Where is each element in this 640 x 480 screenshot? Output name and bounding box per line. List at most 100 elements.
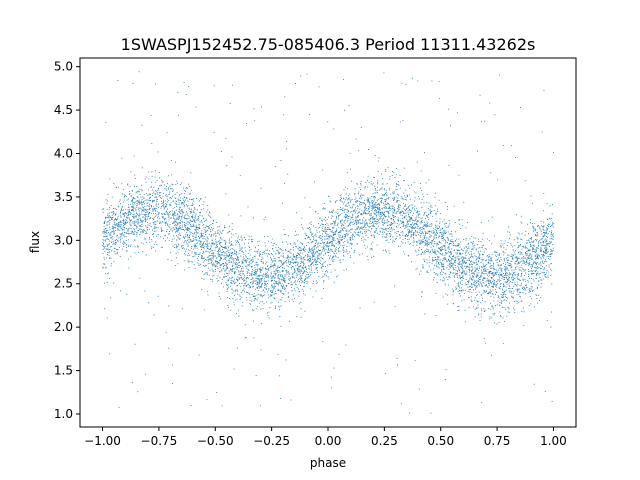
data-point [202, 243, 204, 245]
data-point [342, 245, 344, 247]
data-point [516, 257, 518, 259]
data-point [132, 210, 134, 212]
data-point [518, 262, 519, 264]
data-point [192, 214, 194, 216]
data-point [398, 194, 400, 196]
data-point [526, 242, 528, 244]
data-point [450, 253, 452, 255]
data-point [543, 244, 545, 246]
data-point [303, 259, 305, 261]
data-point [452, 272, 454, 274]
data-point [316, 256, 318, 258]
data-point [506, 281, 508, 283]
data-point [529, 291, 531, 293]
data-point [482, 263, 484, 265]
data-point [226, 263, 227, 265]
data-point [160, 197, 162, 199]
data-point [261, 277, 263, 279]
data-point [503, 286, 504, 288]
data-point [176, 228, 178, 230]
data-point [404, 242, 406, 244]
data-point [338, 246, 340, 248]
data-point [436, 260, 438, 262]
data-point [133, 223, 135, 224]
data-point [445, 252, 447, 254]
data-point [107, 245, 109, 246]
data-point [317, 249, 319, 251]
data-point [243, 257, 245, 259]
data-point [310, 268, 312, 270]
data-point [373, 197, 375, 199]
data-point [481, 266, 483, 268]
data-point [247, 272, 249, 274]
data-point [245, 277, 247, 279]
data-point [149, 241, 151, 243]
data-point [252, 282, 254, 284]
data-point [323, 261, 325, 263]
data-point [160, 184, 162, 186]
data-point [208, 249, 210, 250]
data-point [141, 199, 143, 201]
data-point [521, 239, 523, 240]
data-point [230, 277, 232, 279]
data-point [459, 253, 461, 255]
data-point [277, 270, 279, 272]
data-point [417, 221, 419, 223]
data-point [134, 233, 136, 235]
data-point [149, 218, 151, 220]
data-point [230, 258, 232, 260]
data-point [322, 242, 324, 244]
data-point [239, 238, 241, 240]
data-point [231, 280, 233, 282]
data-point [401, 222, 402, 224]
data-point [404, 198, 406, 200]
data-point [383, 222, 385, 224]
data-point [187, 245, 189, 247]
data-point [106, 208, 108, 210]
data-point [448, 244, 450, 246]
data-point [178, 207, 180, 209]
data-point [414, 220, 415, 222]
data-point [187, 227, 189, 229]
data-point [412, 222, 414, 224]
data-point [546, 236, 548, 238]
data-point [507, 272, 509, 274]
data-point [235, 290, 237, 292]
data-point [379, 209, 381, 211]
data-point [320, 253, 322, 255]
data-point [185, 240, 187, 242]
data-point [155, 213, 156, 215]
data-point [114, 208, 116, 210]
data-point [351, 180, 352, 182]
data-point [396, 189, 398, 191]
data-point [511, 278, 513, 280]
data-point [497, 269, 499, 271]
data-point [406, 218, 408, 220]
data-point [270, 295, 272, 297]
data-point [289, 320, 290, 322]
data-point [343, 203, 344, 205]
data-point [379, 218, 381, 220]
data-point [530, 270, 532, 271]
data-point [228, 260, 230, 262]
data-point [203, 243, 205, 245]
data-point [116, 249, 118, 251]
data-point [458, 238, 460, 240]
data-point [281, 297, 283, 299]
data-point [332, 222, 334, 224]
data-point [212, 265, 214, 267]
data-point [479, 279, 481, 280]
data-point [416, 210, 418, 212]
data-point [194, 221, 196, 223]
data-point [545, 272, 547, 274]
data-point [180, 229, 182, 231]
data-point [264, 242, 266, 244]
data-point [257, 270, 259, 272]
data-point [219, 255, 221, 257]
data-point [228, 242, 230, 244]
data-point [249, 247, 251, 248]
data-point [184, 199, 186, 201]
data-point [482, 300, 484, 302]
data-point [511, 269, 513, 271]
data-point [178, 226, 180, 228]
